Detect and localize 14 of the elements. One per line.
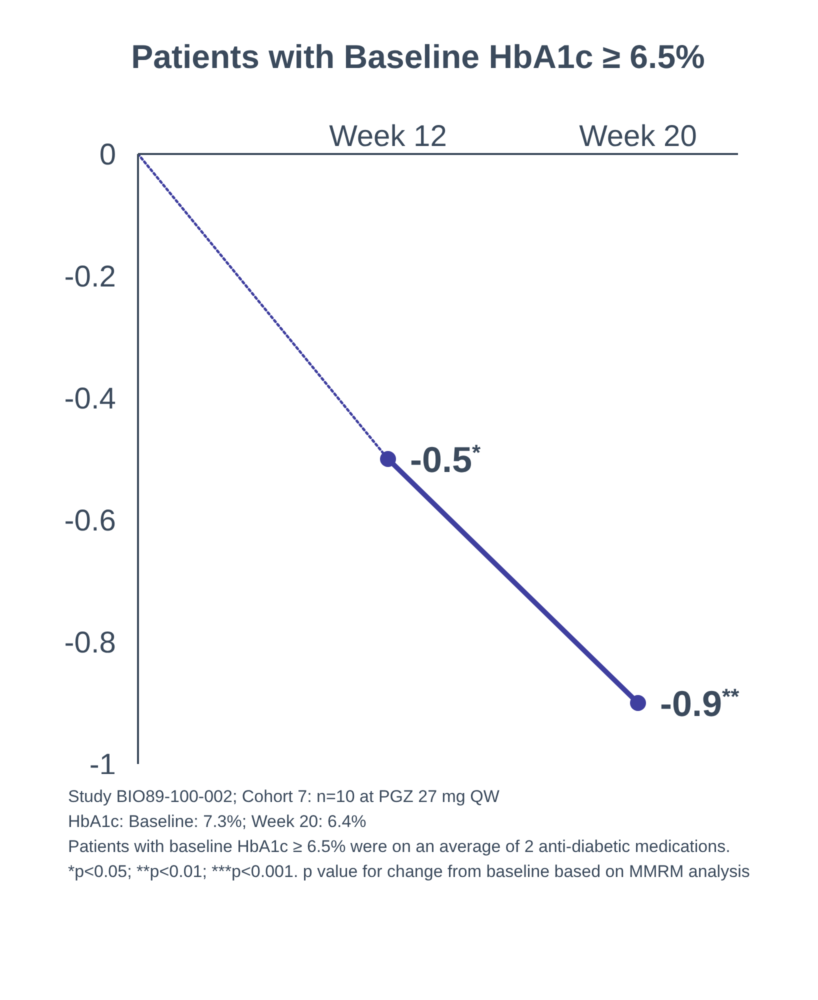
x-tick-label: Week 12	[329, 120, 447, 153]
text: Study BIO89-100-002; Cohort 7: n=10 at PGZ 27 mg QW	[68, 786, 500, 808]
y-tick-label: 0	[99, 138, 116, 172]
y-tick-label: -0.2	[64, 260, 116, 294]
data-label: -0.5$^{*}$	[410, 439, 482, 480]
data-label: -0.9$^{**}$	[660, 683, 740, 724]
y-tick-label: -0.4	[64, 382, 116, 416]
text: Patients with baseline HbA1c ≥ 6.5% were on an average of 2 anti-diabetic medications.	[68, 836, 732, 858]
chart-title: Patients with Baseline HbA1c ≥ 6.5%	[130, 37, 706, 77]
text: HbA1c: Baseline: 7.3%; Week 20: 6.4%	[68, 811, 368, 833]
x-tick-label: Week 20	[579, 120, 697, 153]
y-tick-label: -0.8	[64, 626, 116, 660]
y-tick-label: -0.6	[64, 504, 116, 538]
text: *p<0.05; **p<0.01; ***p<0.001. p value for change from baseline based on MMRM analysis	[68, 861, 751, 883]
